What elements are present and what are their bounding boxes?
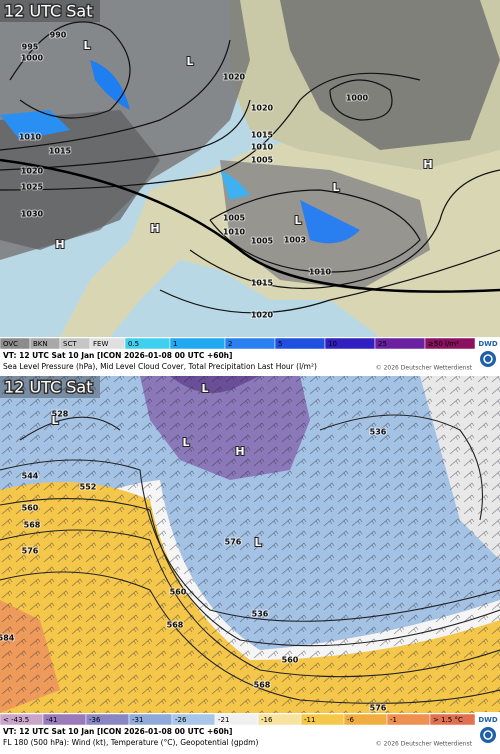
legend-swatch: [424, 337, 476, 350]
legend-label: 1: [173, 340, 177, 348]
legend-label: SCT: [63, 340, 77, 348]
contour-label: 1010: [223, 228, 246, 237]
contour-label: 1005: [251, 156, 274, 165]
legend-label: FEW: [93, 340, 108, 348]
legend-swatch: [429, 713, 476, 726]
legend-label: -1: [390, 716, 397, 724]
time-label: 12 UTC Sat: [4, 378, 92, 397]
contour-label: 584: [0, 634, 15, 643]
contour-label: 552: [80, 483, 97, 492]
contour-label: 528: [52, 410, 69, 419]
contour-label: 1010: [251, 143, 274, 152]
contour-label: 1000: [21, 54, 44, 63]
legend-label: BKN: [33, 340, 48, 348]
legend-label: 2: [228, 340, 232, 348]
contour-label: 1015: [251, 131, 274, 140]
legend-label: -11: [304, 716, 315, 724]
legend-label: -41: [46, 716, 57, 724]
pressure-center: H: [150, 222, 159, 235]
contour-label: 1015: [251, 279, 274, 288]
legend-label: 5: [278, 340, 282, 348]
contour-label: 560: [170, 588, 187, 597]
logo-icon: [480, 727, 496, 743]
legend-label: -26: [175, 716, 187, 724]
pressure-center: L: [332, 181, 339, 194]
legend-swatch: [169, 337, 226, 350]
contour-label: 544: [22, 472, 39, 481]
contour-label: 1005: [251, 237, 274, 246]
legend-swatch: [224, 337, 276, 350]
contour-label: 1000: [346, 94, 369, 103]
contour-label: 990: [50, 31, 67, 40]
pressure-center: H: [55, 238, 64, 251]
contour-label: 536: [370, 428, 387, 437]
contour-label: 576: [225, 538, 242, 547]
contour-label: 536: [252, 610, 269, 619]
contour-label: 568: [254, 681, 271, 690]
contour-label: 576: [22, 547, 39, 556]
logo-text: DWD: [478, 340, 498, 348]
legend-swatch: [274, 337, 326, 350]
legend-label: -31: [132, 716, 143, 724]
contour-label: 1020: [21, 167, 44, 176]
logo-text: DWD: [478, 716, 498, 724]
legend-label: 25: [378, 340, 387, 348]
copyright: © 2026 Deutscher Wetterdienst: [376, 741, 473, 748]
description: FL 180 (500 hPa): Wind (kt), Temperature…: [3, 738, 258, 747]
pressure-center: L: [254, 536, 261, 549]
contour-label: 1005: [223, 214, 246, 223]
contour-label: 1010: [309, 268, 332, 277]
legend-label: -6: [347, 716, 355, 724]
contour-label: 568: [167, 621, 184, 630]
contour-label: 1020: [223, 73, 246, 82]
contour-label: 576: [370, 704, 387, 713]
copyright: © 2026 Deutscher Wetterdienst: [376, 365, 473, 372]
pressure-center: L: [186, 55, 193, 68]
pressure-center: H: [423, 158, 432, 171]
contour-label: 1020: [251, 311, 274, 320]
pressure-center: L: [294, 214, 301, 227]
contour-label: 560: [22, 504, 39, 513]
time-label-bg: [0, 376, 100, 398]
contour-label: 1010: [19, 133, 42, 142]
pressure-center: L: [182, 436, 189, 449]
logo-icon: [483, 354, 493, 364]
legend-label: ≥50 l/m²: [428, 340, 459, 348]
contour-label: 560: [282, 656, 299, 665]
upper-air-map: [0, 376, 500, 713]
legend-label: 0.5: [128, 340, 139, 348]
pressure-center: L: [51, 414, 58, 427]
valid-time: VT: 12 UTC Sat 10 Jan [ICON 2026-01-08 0…: [3, 351, 232, 360]
contour-label: 1020: [251, 104, 274, 113]
logo-icon: [483, 730, 493, 740]
legend-label: > 1.5 °C: [433, 716, 463, 724]
contour-label: 1025: [21, 183, 44, 192]
legend-label: OVC: [3, 340, 18, 348]
pressure-center: L: [83, 39, 90, 52]
contour-label: 995: [22, 43, 39, 52]
legend-label: 10: [328, 340, 337, 348]
description: Sea Level Pressure (hPa), Mid Level Clou…: [3, 362, 317, 371]
contour-label: 568: [24, 521, 41, 530]
pressure-center: L: [201, 382, 208, 395]
legend-label: -36: [89, 716, 101, 724]
legend-label: -16: [261, 716, 273, 724]
logo-icon: [480, 351, 496, 367]
pressure-map: [0, 0, 500, 337]
legend-label: < -43.5: [3, 716, 29, 724]
contour-label: 1030: [21, 210, 44, 219]
time-label-bg: [0, 0, 100, 22]
legend-label: -21: [218, 716, 229, 724]
contour-label: 1015: [49, 147, 72, 156]
contour-label: 1003: [284, 236, 306, 245]
valid-time: VT: 12 UTC Sat 10 Jan [ICON 2026-01-08 0…: [3, 727, 232, 736]
pressure-center: H: [235, 445, 244, 458]
time-label: 12 UTC Sat: [4, 2, 92, 21]
